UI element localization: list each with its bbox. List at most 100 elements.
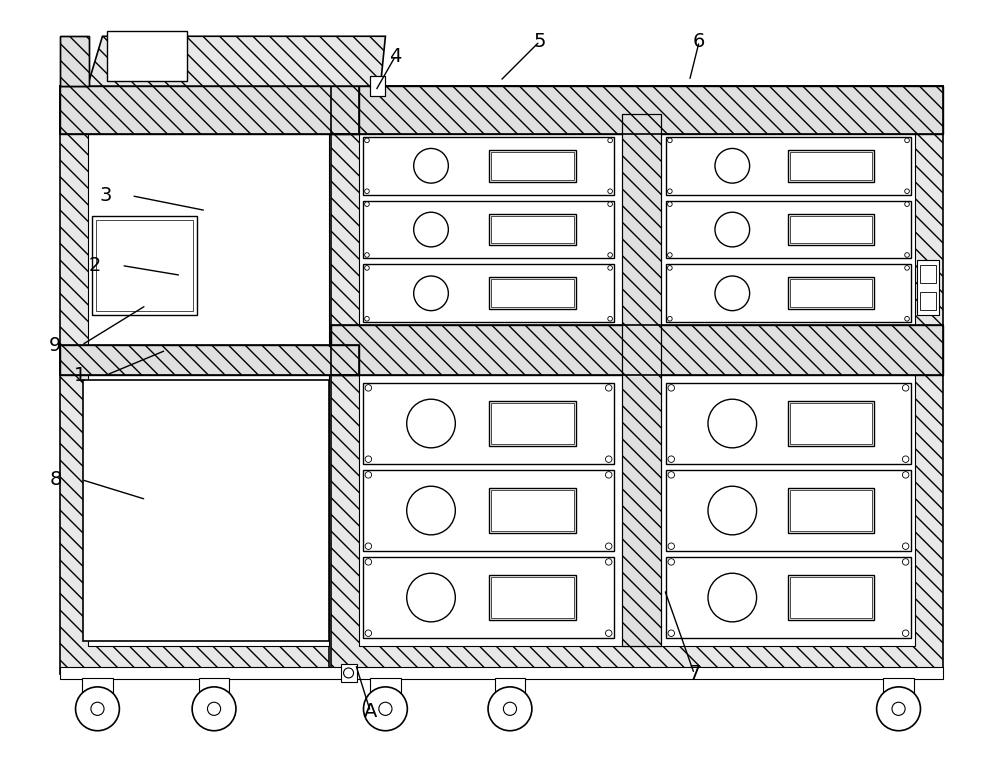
Bar bbox=[920, 265, 936, 283]
Circle shape bbox=[76, 687, 119, 731]
Bar bbox=[917, 260, 939, 315]
Text: 8: 8 bbox=[49, 470, 62, 489]
Circle shape bbox=[207, 702, 221, 715]
Text: 2: 2 bbox=[89, 256, 101, 275]
Circle shape bbox=[407, 399, 455, 448]
Circle shape bbox=[715, 148, 750, 183]
Bar bbox=[666, 200, 911, 259]
Bar bbox=[788, 213, 874, 246]
Bar bbox=[83, 380, 329, 641]
Bar bbox=[666, 383, 911, 464]
Circle shape bbox=[668, 189, 672, 194]
Circle shape bbox=[608, 252, 612, 257]
Text: 1: 1 bbox=[74, 366, 87, 385]
Circle shape bbox=[608, 317, 612, 321]
Circle shape bbox=[902, 630, 909, 636]
Bar bbox=[790, 403, 872, 444]
Bar bbox=[491, 403, 574, 444]
Circle shape bbox=[715, 276, 750, 311]
Bar bbox=[359, 114, 915, 646]
Text: 4: 4 bbox=[389, 47, 402, 66]
Circle shape bbox=[905, 265, 909, 270]
Bar bbox=[489, 488, 576, 532]
Bar bbox=[363, 557, 614, 638]
Circle shape bbox=[905, 317, 909, 321]
Circle shape bbox=[365, 385, 372, 391]
Bar bbox=[920, 292, 936, 311]
Circle shape bbox=[605, 543, 612, 549]
Text: A: A bbox=[364, 702, 377, 721]
Circle shape bbox=[365, 558, 372, 565]
Bar bbox=[60, 36, 89, 86]
Bar bbox=[491, 216, 574, 243]
Circle shape bbox=[605, 472, 612, 478]
Bar bbox=[883, 678, 914, 695]
Circle shape bbox=[668, 630, 674, 636]
Circle shape bbox=[668, 265, 672, 270]
Bar bbox=[491, 578, 574, 618]
Bar bbox=[666, 470, 911, 551]
Bar bbox=[60, 36, 89, 86]
Bar bbox=[790, 490, 872, 531]
Circle shape bbox=[608, 265, 612, 270]
Text: 9: 9 bbox=[49, 336, 62, 355]
Bar bbox=[82, 678, 113, 695]
Circle shape bbox=[905, 252, 909, 257]
Circle shape bbox=[608, 138, 612, 143]
Circle shape bbox=[902, 385, 909, 391]
Circle shape bbox=[365, 456, 372, 462]
Circle shape bbox=[668, 456, 674, 462]
Bar bbox=[666, 557, 911, 638]
Circle shape bbox=[503, 702, 517, 715]
Bar bbox=[60, 345, 359, 375]
Bar bbox=[363, 470, 614, 551]
Circle shape bbox=[902, 456, 909, 462]
Bar bbox=[790, 578, 872, 618]
Text: 7: 7 bbox=[688, 665, 700, 683]
Circle shape bbox=[668, 385, 674, 391]
Bar bbox=[363, 200, 614, 259]
Circle shape bbox=[365, 543, 372, 549]
Bar bbox=[60, 667, 943, 679]
Circle shape bbox=[708, 573, 757, 622]
Bar bbox=[489, 278, 576, 309]
Circle shape bbox=[902, 543, 909, 549]
Circle shape bbox=[668, 317, 672, 321]
Text: 3: 3 bbox=[99, 186, 111, 205]
Bar bbox=[489, 213, 576, 246]
Circle shape bbox=[488, 687, 532, 731]
Bar bbox=[790, 152, 872, 180]
Circle shape bbox=[902, 558, 909, 565]
Circle shape bbox=[668, 558, 674, 565]
Bar bbox=[491, 152, 574, 180]
Bar bbox=[491, 490, 574, 531]
Circle shape bbox=[365, 265, 369, 270]
Circle shape bbox=[608, 189, 612, 194]
Circle shape bbox=[708, 487, 757, 535]
Circle shape bbox=[365, 138, 369, 143]
Circle shape bbox=[668, 252, 672, 257]
Bar bbox=[363, 137, 614, 194]
Bar bbox=[790, 279, 872, 308]
Circle shape bbox=[414, 212, 448, 247]
Bar bbox=[622, 114, 661, 646]
Circle shape bbox=[407, 573, 455, 622]
Circle shape bbox=[192, 687, 236, 731]
Circle shape bbox=[605, 385, 612, 391]
Bar bbox=[363, 383, 614, 464]
Bar bbox=[92, 216, 197, 315]
Bar bbox=[331, 86, 943, 134]
Circle shape bbox=[715, 212, 750, 247]
Bar bbox=[60, 86, 359, 134]
Bar bbox=[199, 678, 229, 695]
Circle shape bbox=[668, 202, 672, 207]
Bar bbox=[666, 265, 911, 322]
Circle shape bbox=[668, 138, 672, 143]
Circle shape bbox=[905, 189, 909, 194]
Bar bbox=[370, 76, 385, 96]
Circle shape bbox=[608, 202, 612, 207]
Text: 5: 5 bbox=[534, 31, 546, 50]
Circle shape bbox=[407, 487, 455, 535]
Circle shape bbox=[708, 399, 757, 448]
Bar bbox=[788, 278, 874, 309]
